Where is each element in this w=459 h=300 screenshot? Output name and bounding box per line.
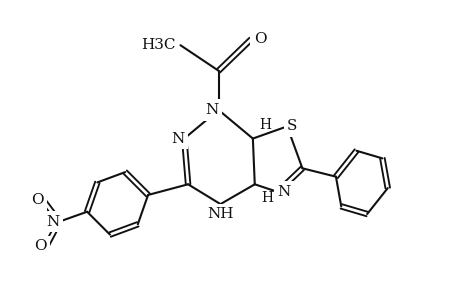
Text: O: O — [34, 239, 46, 253]
Text: O: O — [31, 193, 43, 207]
Text: H3C: H3C — [141, 38, 175, 52]
Text: O: O — [253, 32, 266, 46]
Text: H: H — [261, 191, 273, 205]
Text: NH: NH — [207, 207, 233, 221]
Text: H: H — [259, 118, 271, 132]
Text: N: N — [171, 132, 184, 145]
Text: N: N — [46, 214, 59, 229]
Text: N: N — [171, 132, 184, 145]
Text: N: N — [205, 103, 218, 117]
Text: NH: NH — [207, 207, 233, 221]
Text: S: S — [286, 119, 297, 134]
Text: S: S — [286, 119, 297, 134]
Text: O: O — [34, 239, 46, 253]
Text: N: N — [277, 185, 290, 199]
Text: N: N — [46, 214, 59, 229]
Text: O: O — [253, 32, 266, 46]
Text: N: N — [277, 185, 290, 199]
Text: O: O — [31, 193, 43, 207]
Text: N: N — [205, 103, 218, 117]
